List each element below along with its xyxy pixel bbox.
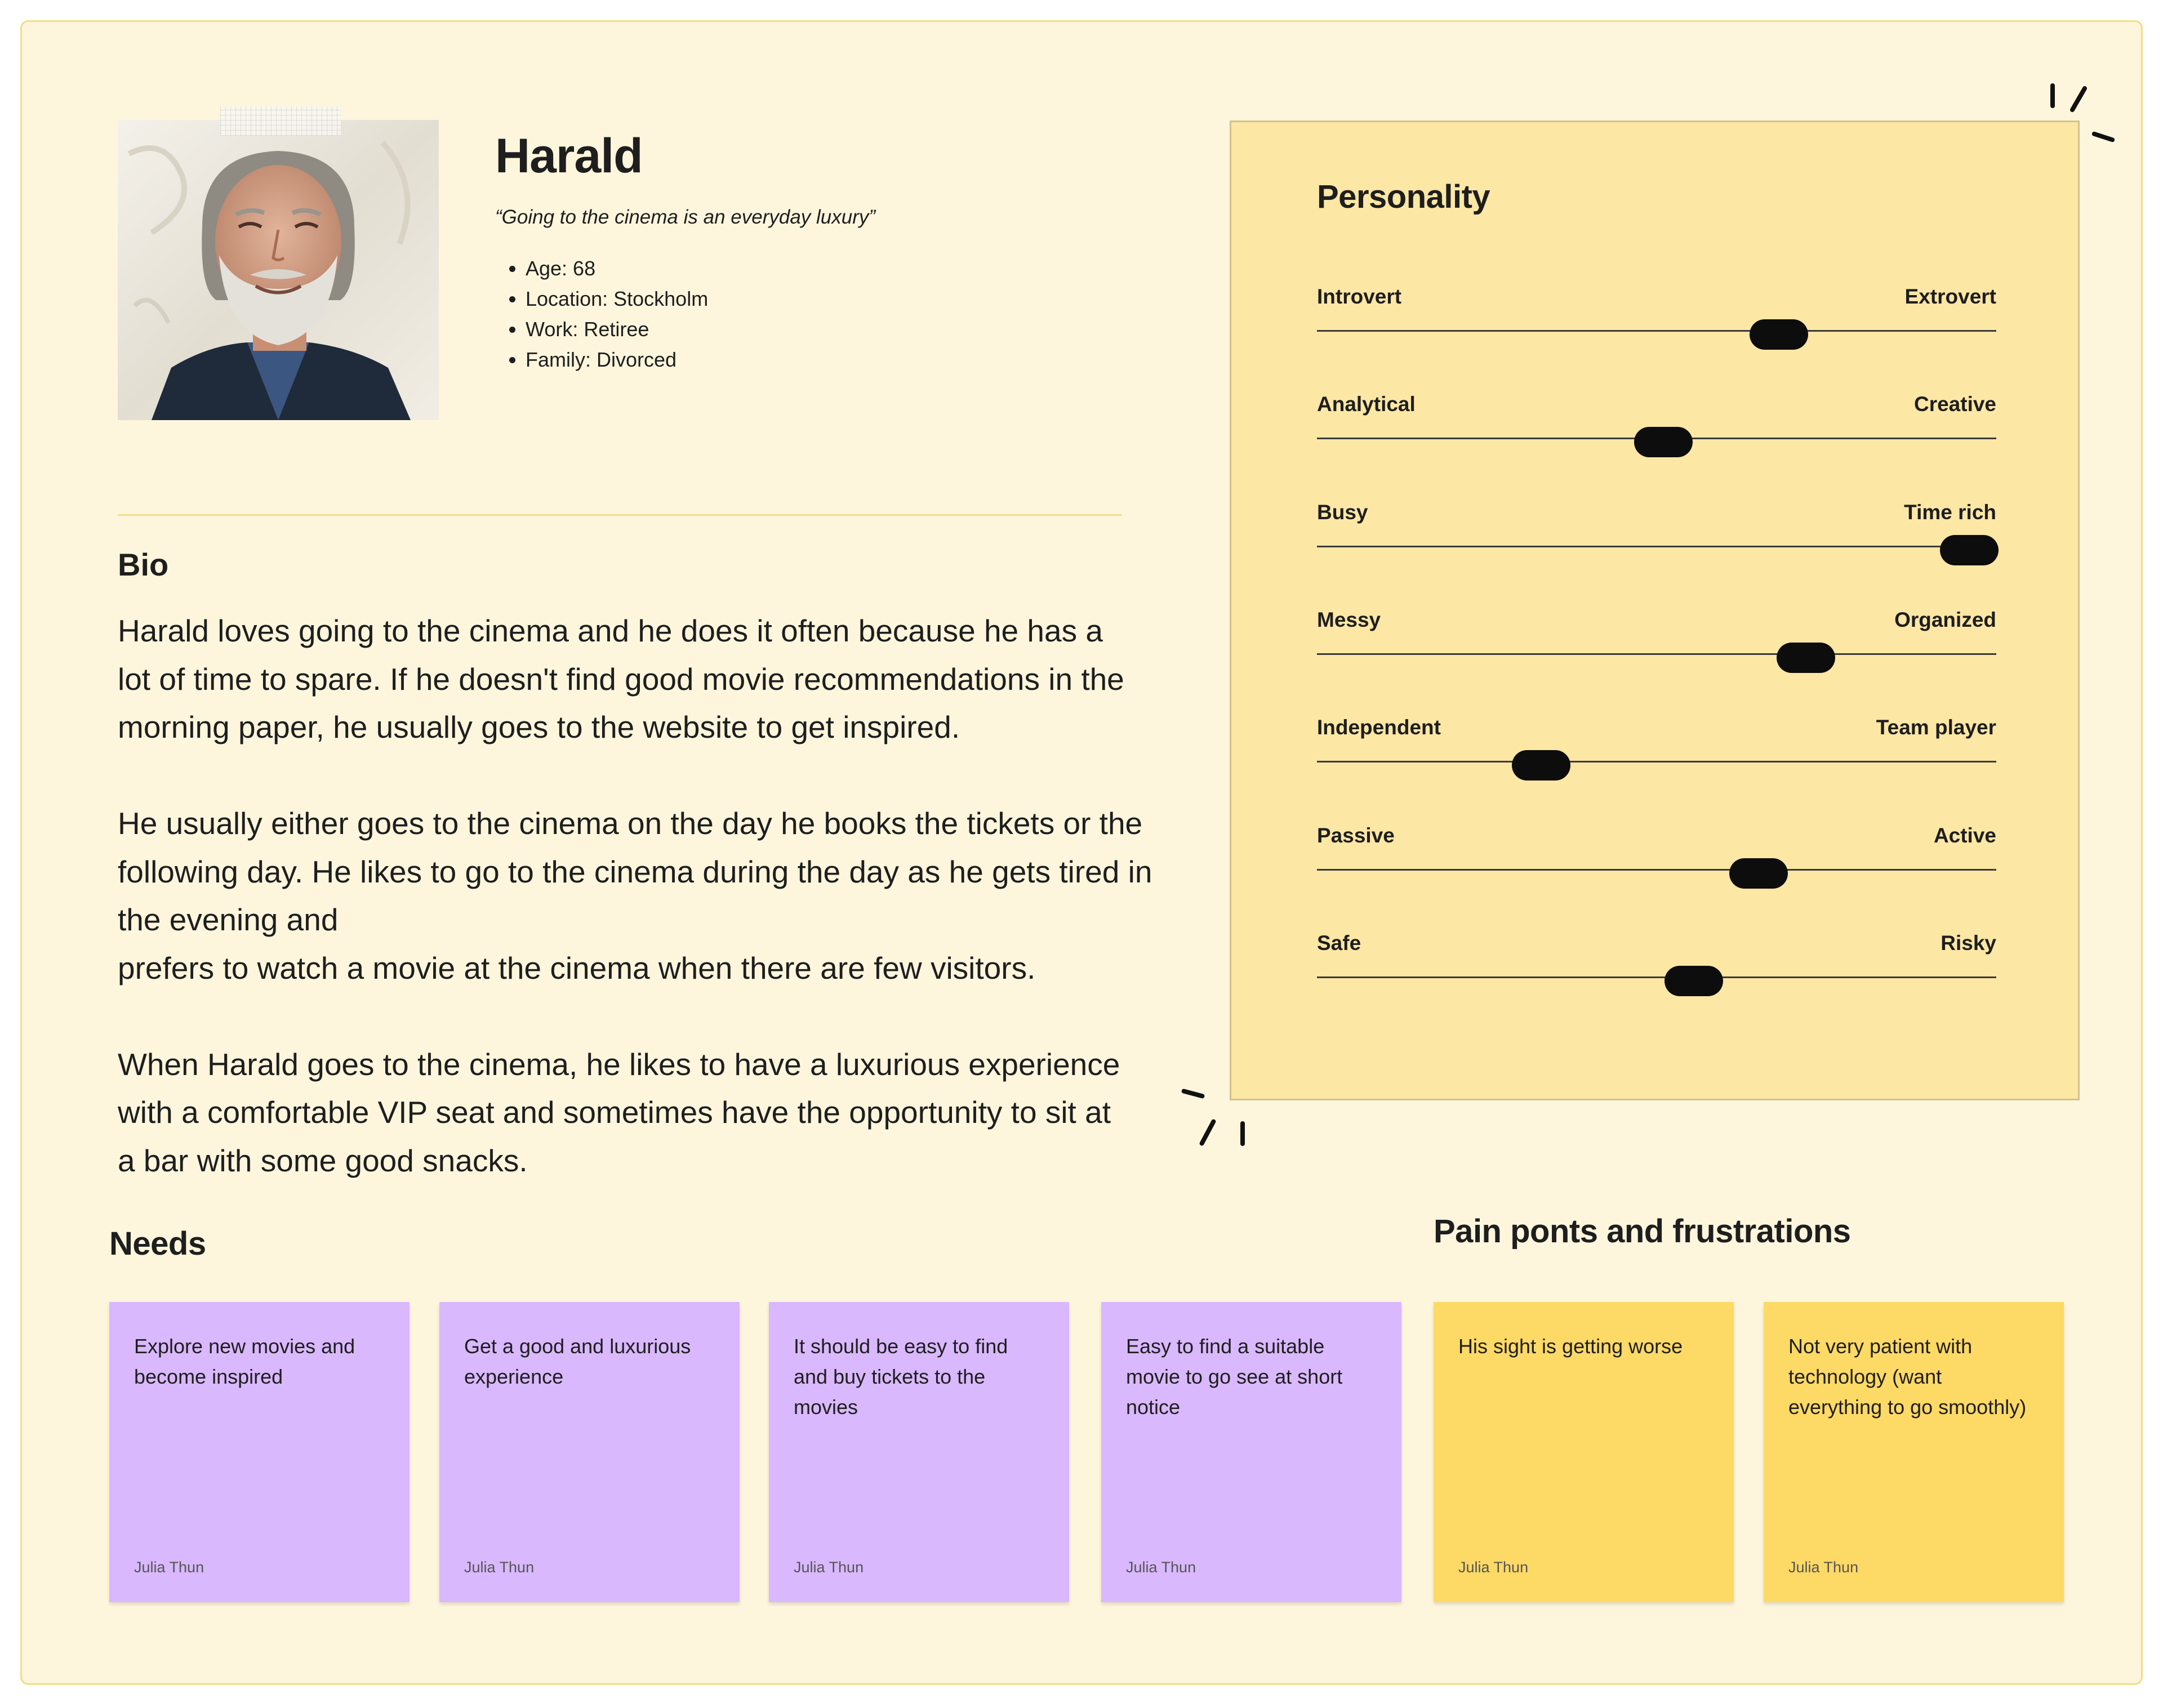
trait-track [1317,869,1996,871]
trait-left-label: Independent [1317,716,1441,739]
bio-title: Bio [118,547,169,582]
note-text: Get a good and luxurious experience [464,1335,691,1388]
note-text: It should be easy to find and buy ticket… [794,1335,1008,1419]
pain-sticky-note[interactable]: His sight is getting worse Julia Thun [1434,1302,1734,1602]
bio-paragraph: Harald loves going to the cinema and he … [118,613,1124,744]
trait-slider: Independent Team player [1317,716,1996,783]
tape-strip [220,106,341,136]
personality-panel [1230,121,2080,1100]
trait-track [1317,761,1996,762]
trait-left-label: Analytical [1317,393,1416,416]
fact-work: Work: Retiree [526,314,708,345]
persona-photo [118,120,439,420]
trait-knob[interactable] [1664,966,1724,996]
trait-knob[interactable] [1777,643,1836,673]
section-divider [118,514,1121,516]
sparkle-icon [1177,1084,1262,1157]
pain-sticky-note[interactable]: Not very patient with technology (want e… [1764,1302,2064,1602]
trait-left-label: Messy [1317,608,1381,631]
trait-track [1317,653,1996,655]
persona-facts: Age: 68 Location: Stockholm Work: Retire… [495,253,708,375]
trait-right-label: Organized [1894,608,1996,631]
trait-left-label: Safe [1317,931,1361,955]
trait-slider: Introvert Extrovert [1317,285,1996,353]
sparkle-icon [2045,79,2124,152]
trait-track [1317,976,1996,978]
trait-track [1317,546,1996,547]
trait-knob[interactable] [1939,535,1999,565]
fact-family: Family: Divorced [526,345,708,375]
trait-knob[interactable] [1750,319,1809,350]
trait-right-label: Team player [1876,716,1996,739]
bio-paragraph: He usually either goes to the cinema on … [118,806,1152,937]
trait-knob[interactable] [1511,750,1570,781]
trait-slider: Passive Active [1317,824,1996,891]
note-author: Julia Thun [1788,1559,1859,1576]
trait-slider: Messy Organized [1317,608,1996,676]
note-text: Easy to find a suitable movie to go see … [1126,1335,1343,1419]
needs-title: Needs [109,1225,206,1262]
trait-right-label: Creative [1913,393,1996,416]
fact-age: Age: 68 [526,253,708,284]
trait-right-label: Risky [1941,931,1996,955]
needs-sticky-note[interactable]: It should be easy to find and buy ticket… [769,1302,1069,1602]
note-text: Explore new movies and become inspired [134,1335,355,1388]
note-author: Julia Thun [134,1559,204,1576]
trait-left-label: Passive [1317,824,1395,847]
trait-slider: Analytical Creative [1317,393,1996,460]
trait-right-label: Time rich [1904,501,1996,524]
needs-sticky-note[interactable]: Explore new movies and become inspired J… [109,1302,410,1602]
note-text: His sight is getting worse [1458,1335,1683,1358]
trait-slider: Busy Time rich [1317,501,1999,568]
note-author: Julia Thun [794,1559,864,1576]
note-author: Julia Thun [1458,1559,1529,1576]
note-author: Julia Thun [1126,1559,1196,1576]
bio-paragraph: When Harald goes to the cinema, he likes… [118,1046,1120,1178]
trait-left-label: Introvert [1317,285,1402,308]
note-author: Julia Thun [464,1559,535,1576]
trait-knob[interactable] [1729,858,1788,889]
trait-right-label: Extrovert [1904,285,1996,308]
trait-left-label: Busy [1317,501,1368,524]
trait-track [1317,330,1996,332]
pains-title: Pain ponts and frustrations [1434,1213,1851,1250]
portrait-image [118,120,439,420]
trait-right-label: Active [1933,824,1996,847]
needs-sticky-note[interactable]: Get a good and luxurious experience Juli… [439,1302,740,1602]
bio-text: Harald loves going to the cinema and he … [118,607,1188,1185]
needs-sticky-note[interactable]: Easy to find a suitable movie to go see … [1101,1302,1401,1602]
trait-slider: Safe Risky [1317,931,1996,999]
persona-name: Harald [495,129,643,183]
bio-paragraph: prefers to watch a movie at the cinema w… [118,950,1036,985]
personality-title: Personality [1317,179,1490,215]
persona-quote: “Going to the cinema is an everyday luxu… [495,206,876,228]
fact-location: Location: Stockholm [526,284,708,314]
trait-knob[interactable] [1634,427,1693,457]
note-text: Not very patient with technology (want e… [1788,1335,2027,1419]
